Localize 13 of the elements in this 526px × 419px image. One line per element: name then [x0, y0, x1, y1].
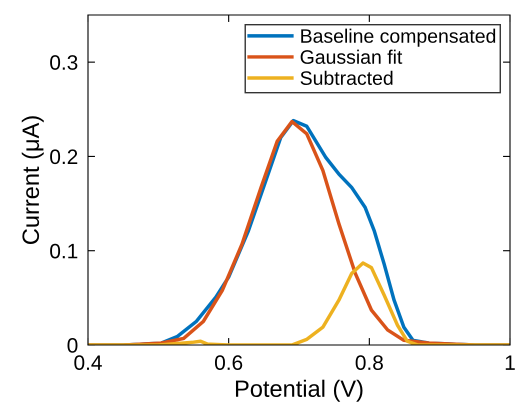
- legend-label: Subtracted: [300, 70, 392, 85]
- y-tick-label: 0.3: [50, 55, 78, 70]
- x-tick-label: 0.8: [356, 355, 383, 370]
- y-tick-label: 0.1: [50, 244, 78, 258]
- legend-label: Gaussian fit: [300, 50, 402, 64]
- legend-label: Baseline compensated: [301, 28, 496, 47]
- x-axis-title: Potential (V): [236, 380, 362, 402]
- y-tick-label: 0: [68, 338, 78, 353]
- x-tick-label: 1: [506, 355, 515, 370]
- y-tick-label: 0.2: [50, 149, 78, 164]
- x-tick-label: 0.6: [215, 355, 242, 370]
- x-tick-label: 0.4: [74, 355, 102, 370]
- y-axis-title: Current (μA): [22, 116, 44, 244]
